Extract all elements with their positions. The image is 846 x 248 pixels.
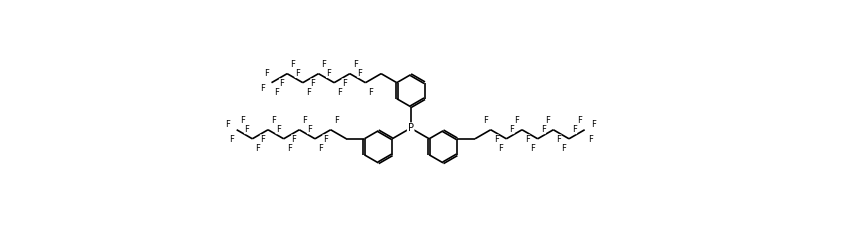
Text: F: F xyxy=(310,79,316,88)
Text: F: F xyxy=(525,135,530,144)
Text: F: F xyxy=(498,144,503,153)
Text: F: F xyxy=(302,116,307,125)
Text: F: F xyxy=(239,116,244,125)
Text: F: F xyxy=(561,144,566,153)
Text: F: F xyxy=(287,144,292,153)
Text: F: F xyxy=(264,69,268,78)
Text: F: F xyxy=(244,125,250,134)
Text: P: P xyxy=(408,123,414,133)
Text: F: F xyxy=(483,116,487,125)
Text: F: F xyxy=(260,135,265,144)
Text: F: F xyxy=(342,79,347,88)
Text: F: F xyxy=(260,84,265,93)
Text: F: F xyxy=(546,116,551,125)
Text: F: F xyxy=(305,88,310,96)
Text: F: F xyxy=(557,135,561,144)
Text: F: F xyxy=(494,135,498,144)
Text: F: F xyxy=(509,125,514,134)
Text: F: F xyxy=(321,60,327,69)
Text: F: F xyxy=(541,125,546,134)
Text: F: F xyxy=(323,135,327,144)
Text: F: F xyxy=(591,120,596,129)
Text: F: F xyxy=(333,116,338,125)
Text: F: F xyxy=(290,60,295,69)
Text: F: F xyxy=(271,116,276,125)
Text: F: F xyxy=(514,116,519,125)
Text: F: F xyxy=(318,144,323,153)
Text: F: F xyxy=(274,88,279,96)
Text: F: F xyxy=(358,69,362,78)
Text: F: F xyxy=(276,125,281,134)
Text: F: F xyxy=(572,125,577,134)
Text: F: F xyxy=(228,135,233,144)
Text: F: F xyxy=(295,69,299,78)
Text: F: F xyxy=(279,79,284,88)
Text: F: F xyxy=(255,144,261,153)
Text: F: F xyxy=(307,125,312,134)
Text: F: F xyxy=(588,135,592,144)
Text: F: F xyxy=(530,144,535,153)
Text: F: F xyxy=(369,88,373,96)
Text: F: F xyxy=(577,116,582,125)
Text: F: F xyxy=(337,88,342,96)
Text: F: F xyxy=(225,120,230,129)
Text: F: F xyxy=(327,69,331,78)
Text: F: F xyxy=(292,135,296,144)
Text: F: F xyxy=(353,60,358,69)
